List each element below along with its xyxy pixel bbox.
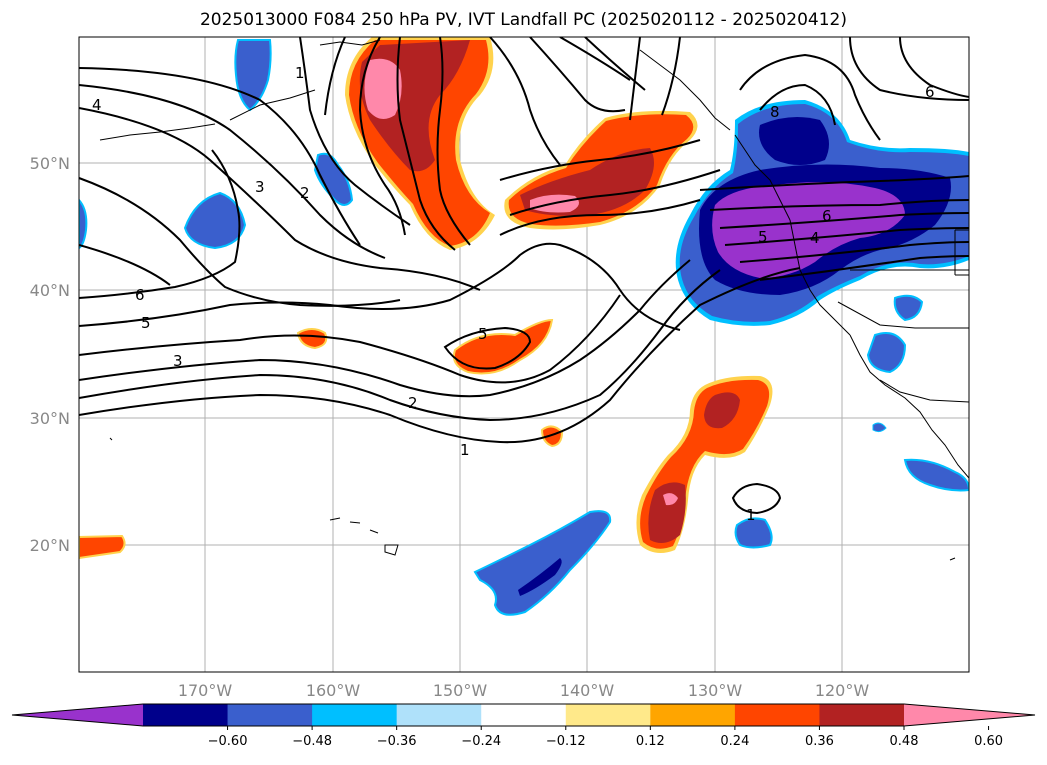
contour-label: 3 xyxy=(255,178,265,196)
contour-label: 6 xyxy=(925,83,935,101)
colorbar-extend-high xyxy=(904,704,1035,726)
coastlines xyxy=(99,39,969,561)
lat-label: 50°N xyxy=(30,154,70,173)
contour-label: 1 xyxy=(295,64,305,82)
colorbar-tick-label: −0.12 xyxy=(546,734,586,749)
colorbar-segment xyxy=(565,704,651,726)
contour-label: 4 xyxy=(810,229,820,247)
colorbar-tick-label: 0.60 xyxy=(974,734,1003,749)
pv-positive-small-blobs xyxy=(79,318,564,560)
latitude-labels: 50°N 40°N 30°N 20°N xyxy=(30,154,70,555)
lon-label: 170°W xyxy=(178,681,233,700)
contour-label: 5 xyxy=(478,325,488,343)
contour-label: 5 xyxy=(141,314,151,332)
colorbar-segment xyxy=(819,704,905,726)
lat-label: 40°N xyxy=(30,281,70,300)
colorbar-tick-label: −0.24 xyxy=(461,734,501,749)
pv-positive-ne-pacific xyxy=(504,110,698,230)
colorbar-segment xyxy=(734,704,820,726)
colorbar: −0.60 −0.48 −0.36 −0.24 −0.12 0.12 0.24 0.36 0.4… xyxy=(11,703,1036,749)
contour-label: 2 xyxy=(408,394,418,412)
colorbar-segment xyxy=(312,704,398,726)
contour-label: 2 xyxy=(300,184,310,202)
contour-labels: 4 3 2 6 5 3 2 1 5 1 8 6 5 4 6 1 xyxy=(92,64,935,524)
contour-label: 6 xyxy=(135,286,145,304)
contour-label: 8 xyxy=(770,103,780,121)
contour-label: 4 xyxy=(92,96,102,114)
contour-label: 5 xyxy=(758,228,768,246)
lon-label: 160°W xyxy=(306,681,361,700)
lon-label: 130°W xyxy=(688,681,743,700)
contour-label: 6 xyxy=(822,207,832,225)
colorbar-tick-label: 0.48 xyxy=(890,734,919,749)
colorbar-segment xyxy=(481,704,567,726)
lat-label: 30°N xyxy=(30,409,70,428)
colorbar-segment xyxy=(396,704,482,726)
colorbar-outline xyxy=(11,703,1036,727)
contour-label: 3 xyxy=(173,352,183,370)
contour-label: 1 xyxy=(746,506,756,524)
colorbar-tick-label: −0.36 xyxy=(377,734,417,749)
colorbar-segment xyxy=(143,704,229,726)
contour-label: 1 xyxy=(460,441,470,459)
colorbar-extend-low xyxy=(12,704,143,726)
lon-label: 120°W xyxy=(815,681,870,700)
colorbar-tick-label: −0.48 xyxy=(292,734,332,749)
colorbar-tick-label: 0.24 xyxy=(720,734,749,749)
plot-border xyxy=(78,36,970,673)
colorbar-tick-label: 0.12 xyxy=(636,734,665,749)
pv-negative-small-blobs xyxy=(79,39,969,616)
map-title: 2025013000 F084 250 hPa PV, IVT Landfall… xyxy=(199,10,847,30)
ivt-contours xyxy=(79,37,969,515)
colorbar-segment xyxy=(650,704,736,726)
colorbar-tick-label: −0.60 xyxy=(208,734,248,749)
lat-label: 20°N xyxy=(30,536,70,555)
lon-label: 140°W xyxy=(560,681,615,700)
pv-positive-subtropical-streamer xyxy=(636,375,773,554)
colorbar-tick-label: 0.36 xyxy=(805,734,834,749)
longitude-labels: 170°W 160°W 150°W 140°W 130°W 120°W xyxy=(178,681,870,700)
colorbar-segment xyxy=(227,704,313,726)
lon-label: 150°W xyxy=(433,681,488,700)
